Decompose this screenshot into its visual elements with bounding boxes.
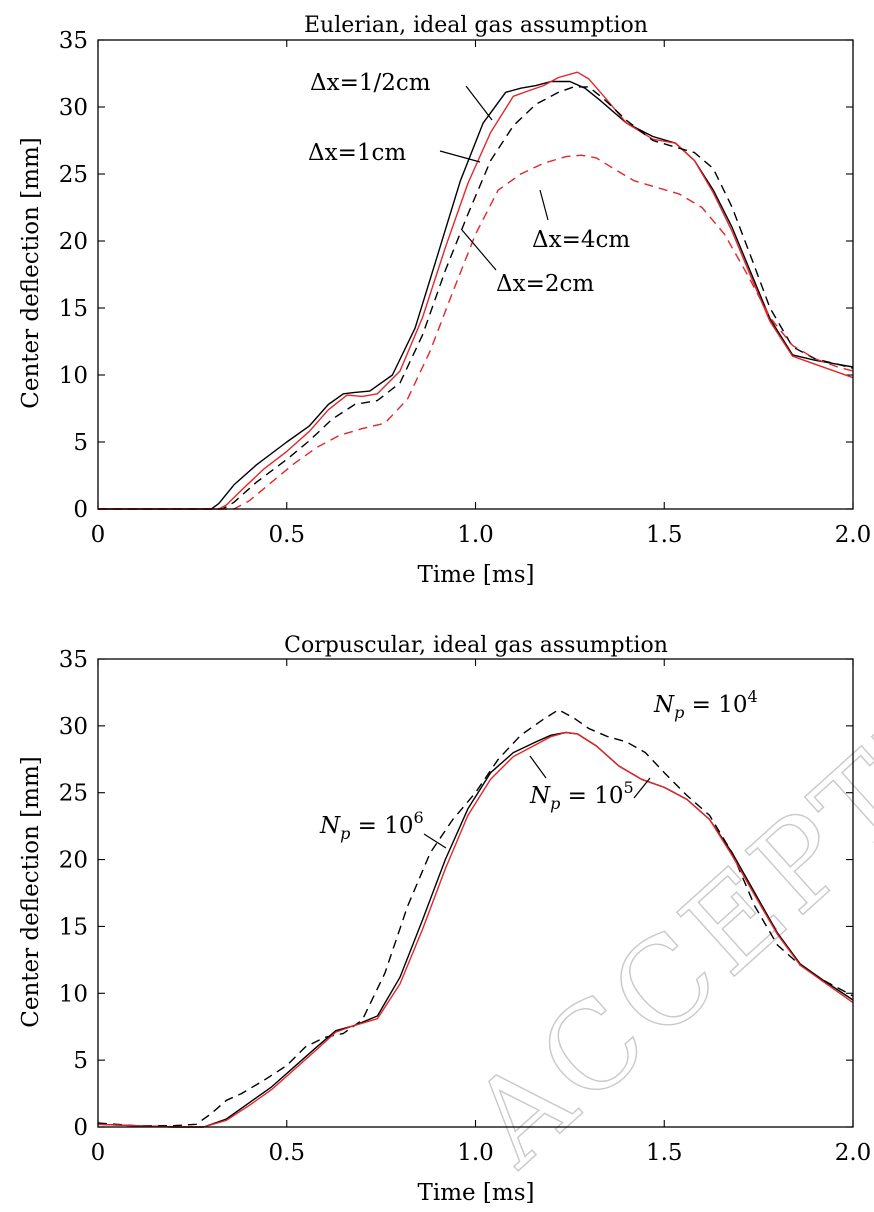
x-tick-label: 2.0: [835, 1140, 872, 1166]
series-line-4: [98, 154, 854, 510]
y-tick-label: 20: [59, 848, 88, 874]
y-tick-label: 5: [73, 1048, 88, 1074]
annotations: Np = 104 Np = 105 Np = 106: [319, 687, 758, 849]
chart-corpuscular: Corpuscular, ideal gas assumption Center…: [18, 633, 871, 1206]
series-line-3: [97, 731, 854, 1128]
annotation-leader-np4: [633, 777, 651, 799]
x-tick-label: 0: [91, 522, 106, 548]
x-axis-label: Time [ms]: [418, 562, 535, 588]
annotation-np6-sup: 6: [414, 808, 424, 827]
annotation-np4-base: N: [653, 692, 675, 718]
x-tick-label: 2.0: [835, 522, 872, 548]
x-tick-label: 0.5: [268, 1140, 305, 1166]
x-tick-label: 1.0: [457, 1140, 494, 1166]
annotation-np5-sup: 5: [624, 778, 634, 797]
x-tick-label: 1.5: [646, 1140, 683, 1166]
annotation-np4: Np = 104: [653, 687, 758, 722]
annotation-np5-base: N: [529, 783, 551, 809]
annotation-half-cm: Δx=1/2cm: [310, 70, 431, 96]
annotation-np5-sub: p: [550, 794, 560, 813]
y-tick-label: 10: [59, 981, 88, 1007]
y-tick-label: 35: [59, 28, 88, 54]
annotation-leader-np6: [423, 833, 447, 849]
annotation-np5: Np = 105: [529, 778, 634, 813]
x-tick-label: 0: [91, 1140, 106, 1166]
annotation-leader-2cm: [461, 229, 497, 271]
y-tick-label: 30: [59, 95, 88, 121]
y-tick-label: 5: [73, 430, 88, 456]
axis-ticks: 0 0.5 1.0 1.5 2.0 0 5 10 15 20 25 30 35: [59, 28, 872, 548]
y-tick-label: 10: [59, 363, 88, 389]
series-line-2: [98, 71, 854, 510]
annotation-np4-sub: p: [674, 703, 684, 722]
annotation-np6-sub: p: [340, 824, 350, 843]
chart-title: Corpuscular, ideal gas assumption: [284, 633, 668, 658]
annotation-leader-half-cm: [465, 85, 493, 121]
x-tick-label: 1.0: [457, 522, 494, 548]
y-axis-label: Center deflection [mm]: [18, 137, 44, 409]
y-axis-label: Center deflection [mm]: [18, 756, 44, 1028]
axis-ticks: 0 0.5 1.0 1.5 2.0 0 5 10 15 20 25 30 35: [59, 647, 872, 1166]
x-axis-label: Time [ms]: [418, 1180, 535, 1206]
annotation-np6-base: N: [319, 813, 341, 839]
y-tick-label: 35: [59, 647, 88, 673]
series-line-3: [98, 86, 854, 510]
y-tick-label: 25: [59, 162, 88, 188]
x-tick-label: 1.5: [646, 522, 683, 548]
annotations: Δx=1/2cm Δx=1cm Δx=2cm Δx=4cm: [308, 70, 630, 297]
y-tick-label: 0: [73, 1115, 88, 1141]
annotation-np4-sup: 4: [748, 687, 758, 706]
x-tick-label: 0.5: [268, 522, 305, 548]
annotation-np6-rest: = 10: [350, 813, 413, 839]
annotation-leader-4cm: [539, 189, 549, 221]
y-tick-label: 15: [59, 296, 88, 322]
annotation-4cm: Δx=4cm: [532, 227, 630, 253]
y-tick-label: 30: [59, 714, 88, 740]
annotation-2cm: Δx=2cm: [496, 271, 594, 297]
series-lines: [97, 709, 854, 1128]
chart-eulerian: Eulerian, ideal gas assumption Center de…: [18, 13, 871, 588]
y-tick-label: 0: [73, 497, 88, 523]
annotation-np4-rest: = 10: [684, 692, 747, 718]
series-line-1: [98, 80, 854, 510]
watermark: ACCEPTED MANUSCRIPT: [444, 0, 874, 1192]
annotation-leader-1cm: [439, 150, 481, 163]
plot-frame: [97, 39, 854, 510]
annotation-np6: Np = 106: [319, 808, 424, 843]
y-tick-label: 15: [59, 914, 88, 940]
annotation-np5-rest: = 10: [560, 783, 623, 809]
chart-title: Eulerian, ideal gas assumption: [304, 13, 648, 38]
series-line-1: [97, 709, 854, 1127]
annotation-leader-np5: [529, 755, 547, 779]
series-line-2: [97, 731, 854, 1128]
series-lines: [98, 71, 854, 510]
y-tick-label: 25: [59, 781, 88, 807]
annotation-1cm: Δx=1cm: [308, 140, 406, 166]
y-tick-label: 20: [59, 229, 88, 255]
plot-frame: [97, 658, 854, 1128]
